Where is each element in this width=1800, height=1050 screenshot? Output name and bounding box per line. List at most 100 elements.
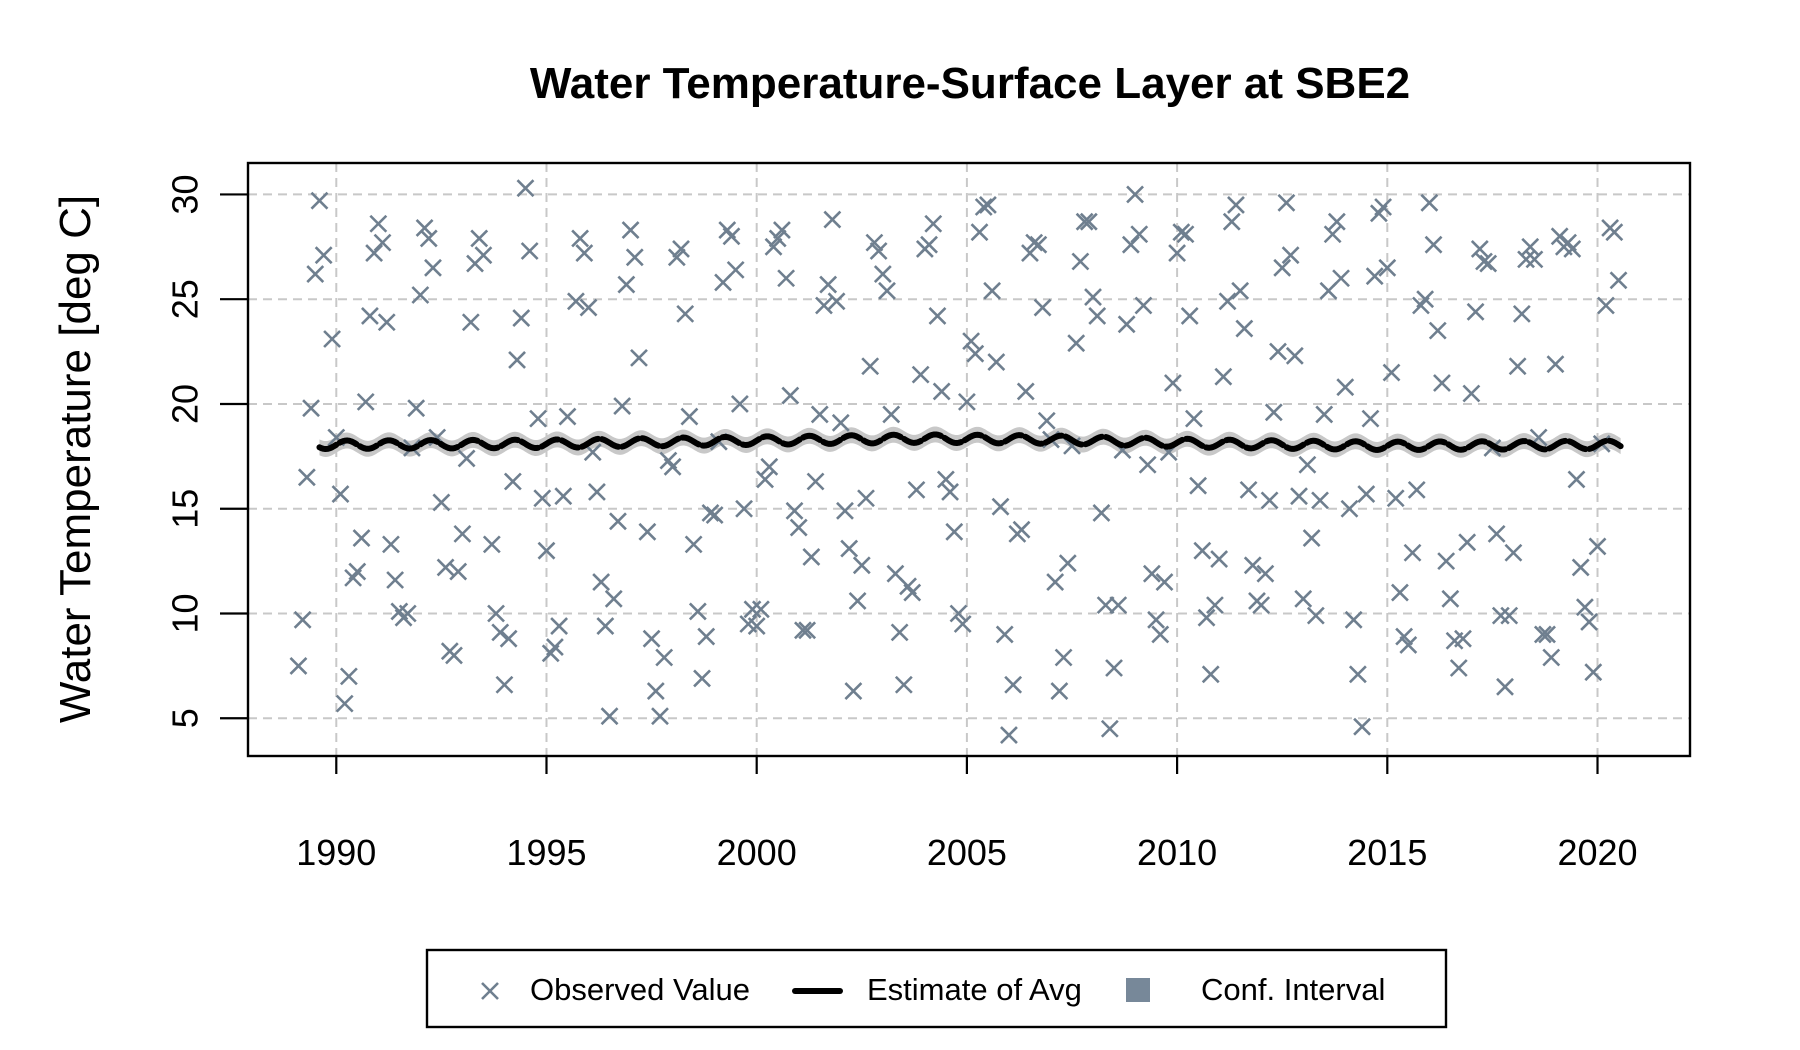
- observed-point: [1147, 610, 1166, 629]
- observed-point: [1235, 319, 1254, 338]
- observed-point-stroke-b: [743, 600, 762, 619]
- estimate-line: [316, 431, 1624, 453]
- observed-point: [331, 485, 350, 503]
- observed-point: [600, 707, 619, 726]
- y-tick-label: 15: [165, 489, 206, 529]
- observed-point-stroke-b: [1403, 543, 1422, 562]
- observed-point-stroke-b: [1479, 254, 1498, 273]
- observed-point: [1109, 596, 1128, 615]
- observed-point-stroke-b: [432, 493, 451, 512]
- observed-point-stroke-b: [625, 248, 644, 267]
- observed-point-stroke-b: [419, 229, 438, 248]
- observed-point: [1475, 252, 1493, 271]
- observed-point: [651, 707, 669, 726]
- observed-point-stroke-b: [1348, 665, 1367, 684]
- observed-point-stroke-b: [411, 286, 430, 304]
- observed-point-stroke-b: [520, 242, 539, 260]
- observed-point: [499, 629, 518, 648]
- observed-point-stroke-b: [1575, 598, 1594, 617]
- observed-point-stroke-b: [1386, 489, 1405, 508]
- legend-label: Estimate of Avg: [867, 972, 1082, 1007]
- observed-point: [823, 210, 842, 229]
- observed-point-stroke-b: [987, 353, 1006, 371]
- observed-point: [1315, 405, 1334, 424]
- observed-point-stroke-b: [335, 694, 354, 713]
- observed-point-stroke-b: [1281, 246, 1300, 265]
- observed-point: [382, 535, 400, 554]
- observed-point-stroke-b: [1121, 235, 1140, 254]
- observed-point-stroke-b: [1227, 195, 1245, 214]
- observed-point-stroke-b: [815, 296, 833, 315]
- observed-point-stroke-b: [676, 304, 695, 323]
- observed-point: [920, 235, 938, 254]
- observed-point: [1189, 476, 1208, 495]
- observed-point-stroke-b: [680, 407, 699, 426]
- observed-point: [1306, 606, 1325, 625]
- observed-point: [449, 562, 468, 581]
- observed-point-stroke-b: [789, 518, 808, 537]
- observed-point: [1504, 543, 1523, 562]
- observed-point: [1067, 334, 1086, 353]
- observed-point-stroke-b: [382, 535, 400, 554]
- observed-point: [1210, 550, 1229, 568]
- observed-point-stroke-b: [491, 623, 510, 642]
- observed-point-stroke-b: [886, 564, 905, 583]
- observed-point-stroke-b: [499, 629, 518, 648]
- observed-point-stroke-b: [1332, 269, 1350, 288]
- observed-point-stroke-b: [1142, 564, 1161, 583]
- observed-point: [987, 353, 1006, 371]
- observed-point: [1323, 225, 1342, 244]
- observed-point-stroke-b: [1273, 258, 1292, 277]
- observed-point: [487, 604, 505, 623]
- observed-point-stroke-b: [1231, 281, 1250, 300]
- observed-point: [1260, 491, 1279, 510]
- observed-point-stroke-b: [1470, 239, 1489, 258]
- observed-point-stroke-b: [638, 522, 657, 541]
- observed-point: [772, 221, 791, 239]
- observed-point-stroke-b: [655, 648, 674, 667]
- observed-point: [1256, 564, 1275, 583]
- observed-point-stroke-b: [1361, 409, 1380, 428]
- observed-point: [1218, 292, 1237, 311]
- observed-point: [848, 592, 867, 610]
- observed-point-stroke-b: [672, 239, 690, 258]
- observed-point: [680, 407, 699, 426]
- observed-point-stroke-b: [1596, 296, 1615, 315]
- observed-point-stroke-b: [772, 221, 791, 239]
- observed-point: [1340, 499, 1359, 518]
- observed-point: [1327, 212, 1346, 231]
- observed-point-stroke-b: [936, 470, 955, 489]
- observed-point-stroke-b: [550, 617, 569, 636]
- observed-point: [1479, 254, 1498, 273]
- observed-point: [1096, 596, 1115, 615]
- observed-point: [1163, 374, 1182, 392]
- observed-point: [1491, 606, 1510, 625]
- observed-point-stroke-b: [1542, 648, 1561, 667]
- observed-point: [1172, 223, 1191, 242]
- observed-point: [1138, 455, 1157, 474]
- observed-point-stroke-b: [558, 407, 577, 426]
- observed-point-stroke-b: [461, 313, 480, 332]
- observed-point-stroke-b: [1084, 288, 1102, 307]
- observed-point-stroke-b: [1437, 552, 1456, 571]
- observed-point-stroke-b: [1306, 606, 1325, 625]
- observed-point: [1462, 384, 1481, 403]
- observed-point-stroke-b: [289, 656, 308, 675]
- y-tick-label: 20: [165, 384, 206, 424]
- observed-point: [314, 246, 333, 265]
- observed-point: [373, 233, 392, 252]
- observed-point-stroke-b: [831, 413, 850, 432]
- observed-point-stroke-b: [545, 638, 564, 656]
- observed-point: [1285, 346, 1304, 365]
- observed-point: [688, 602, 707, 621]
- observed-point-stroke-b: [1517, 250, 1535, 269]
- observed-point-stroke-b: [1340, 499, 1359, 518]
- observed-point-stroke-b: [1067, 334, 1086, 353]
- observed-point-stroke-b: [1184, 409, 1203, 428]
- observed-point-stroke-b: [1126, 185, 1144, 204]
- observed-point-stroke-b: [924, 214, 943, 233]
- grid-layer: [248, 163, 1690, 756]
- observed-point: [676, 304, 695, 323]
- observed-point-stroke-b: [1088, 307, 1107, 325]
